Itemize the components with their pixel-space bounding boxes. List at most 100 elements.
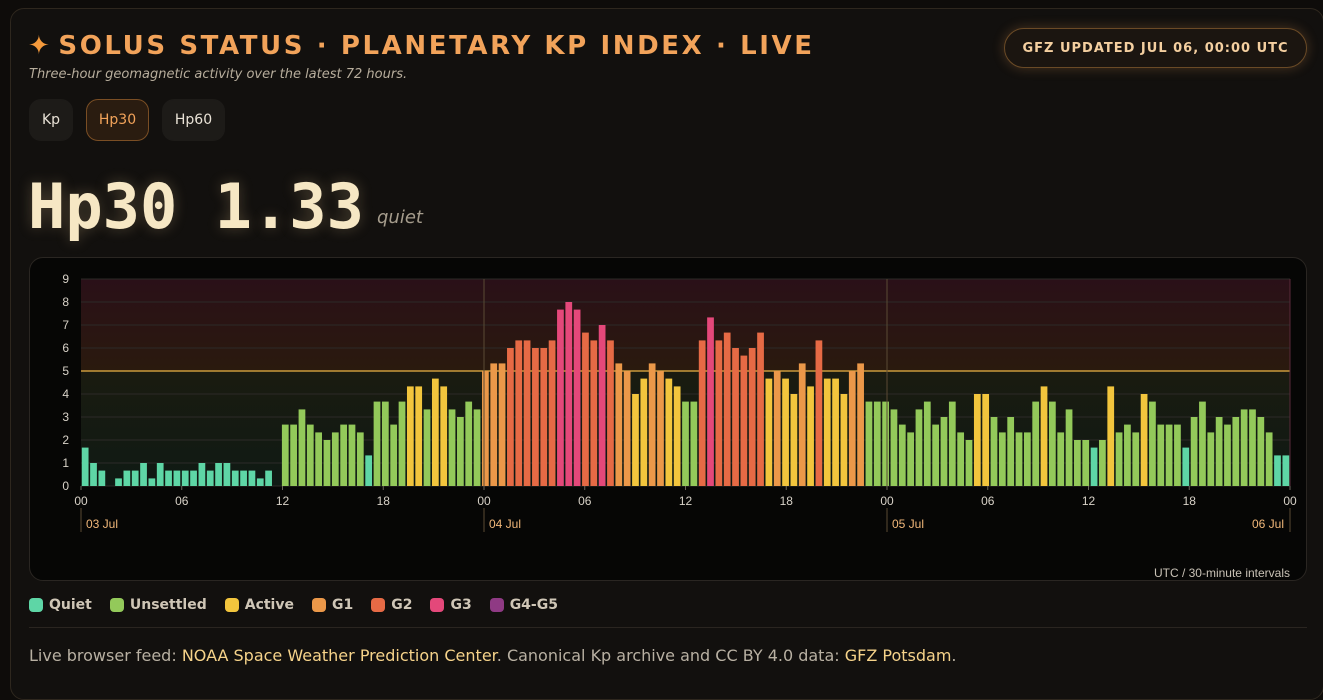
kp-bar bbox=[815, 340, 823, 486]
kp-bar bbox=[873, 401, 881, 486]
kp-bar bbox=[907, 432, 914, 486]
kp-bar bbox=[1249, 409, 1256, 486]
kp-bar bbox=[1140, 394, 1148, 486]
legend-swatch-active bbox=[224, 598, 239, 612]
footer-divider bbox=[29, 627, 1307, 628]
kp-bar bbox=[848, 371, 856, 486]
kp-bar bbox=[323, 440, 331, 486]
kp-bar bbox=[882, 401, 889, 486]
kp-bar bbox=[632, 394, 639, 486]
kp-bar bbox=[1115, 432, 1123, 486]
current-condition: quiet bbox=[377, 207, 423, 228]
kp-bar bbox=[1282, 455, 1290, 486]
y-tick-label: 8 bbox=[62, 295, 69, 309]
kp-bar bbox=[482, 371, 489, 486]
kp-bar bbox=[1207, 432, 1215, 486]
page-title-text: SOLUS STATUS · PLANETARY KP INDEX · LIVE bbox=[58, 31, 815, 61]
kp-bar bbox=[248, 470, 256, 486]
kp-bar bbox=[1157, 424, 1165, 486]
kp-bar bbox=[548, 340, 556, 486]
kp-bar bbox=[81, 447, 89, 486]
x-tick-label: 06 bbox=[578, 494, 592, 508]
sparkle-icon: ✦ bbox=[28, 31, 53, 61]
updated-badge: GFZ UPDATED JUL 06, 00:00 UTC bbox=[1004, 28, 1307, 68]
gfz-link[interactable]: GFZ Potsdam bbox=[844, 646, 952, 665]
kp-bar bbox=[565, 302, 573, 486]
kp-bar bbox=[1224, 424, 1231, 486]
kp-bar bbox=[798, 363, 806, 486]
legend-item-g1: G1 bbox=[311, 597, 353, 613]
x-tick-label: 12 bbox=[1082, 494, 1096, 508]
kp-bar bbox=[673, 386, 681, 486]
kp-bar bbox=[1174, 424, 1181, 486]
kp-bar bbox=[540, 348, 548, 486]
kp-bar bbox=[715, 340, 723, 486]
y-tick-label: 7 bbox=[62, 318, 69, 332]
y-tick-label: 5 bbox=[62, 364, 69, 378]
kp-bar bbox=[773, 371, 781, 486]
kp-bar bbox=[532, 348, 539, 486]
tab-kp[interactable]: Kp bbox=[29, 99, 73, 141]
kp-bar bbox=[290, 424, 297, 486]
kp-bar bbox=[982, 394, 990, 486]
kp-bar bbox=[790, 394, 798, 486]
legend-item-g3: G3 bbox=[430, 597, 472, 613]
kp-bar bbox=[406, 386, 414, 486]
legend-label: Unsettled bbox=[129, 597, 207, 613]
footer-middle: . Canonical Kp archive and CC BY 4.0 dat… bbox=[496, 646, 845, 665]
kp-bar bbox=[90, 463, 97, 486]
kp-bar bbox=[448, 409, 456, 486]
kp-bar bbox=[623, 371, 631, 486]
legend-item-quiet: Quiet bbox=[29, 597, 92, 613]
x-tick-label: 06 bbox=[175, 494, 189, 508]
kp-bar bbox=[615, 363, 623, 486]
legend-swatch-quiet bbox=[29, 598, 43, 612]
kp-bar bbox=[1074, 440, 1081, 486]
footer-credits: Live browser feed: NOAA Space Weather Pr… bbox=[29, 646, 957, 665]
kp-bar bbox=[148, 478, 156, 486]
kp-bar bbox=[607, 340, 614, 486]
footer-suffix: . bbox=[951, 646, 957, 665]
kp-bar bbox=[98, 470, 106, 486]
kp-bar bbox=[973, 394, 981, 486]
date-label: 04 Jul bbox=[489, 517, 521, 531]
kp-bar bbox=[398, 401, 406, 486]
tab-hp30[interactable]: Hp30 bbox=[86, 99, 149, 141]
kp-bar bbox=[690, 401, 698, 486]
kp-bar bbox=[840, 394, 848, 486]
kp-bar bbox=[265, 470, 272, 486]
kp-bar bbox=[948, 401, 956, 486]
kp-bar bbox=[765, 378, 773, 486]
kp-bar bbox=[698, 340, 706, 486]
kp-bar bbox=[123, 470, 131, 486]
legend-item-g2: G2 bbox=[371, 597, 412, 613]
tab-hp60[interactable]: Hp60 bbox=[162, 99, 225, 141]
date-label: 03 Jul bbox=[86, 517, 118, 531]
noaa-link[interactable]: NOAA Space Weather Prediction Center bbox=[181, 646, 497, 665]
legend-swatch-g1 bbox=[311, 598, 326, 612]
kp-bar bbox=[748, 348, 756, 486]
legend-label: G2 bbox=[391, 597, 413, 613]
kp-bar bbox=[1107, 386, 1115, 486]
kp-bar bbox=[757, 332, 764, 486]
kp-bar bbox=[1090, 447, 1098, 486]
kp-bar bbox=[782, 378, 789, 486]
kp-bar bbox=[723, 332, 731, 486]
kp-bar bbox=[1182, 447, 1190, 486]
page-title: ✦ SOLUS STATUS · PLANETARY KP INDEX · LIV… bbox=[28, 31, 815, 61]
kp-bar bbox=[640, 378, 648, 486]
kp-bar bbox=[507, 348, 514, 486]
kp-bar bbox=[156, 463, 164, 486]
kp-bar bbox=[573, 309, 581, 486]
kp-bar bbox=[223, 463, 231, 486]
y-tick-label: 2 bbox=[62, 433, 69, 447]
kp-bar bbox=[648, 363, 656, 486]
x-axis-caption: UTC / 30-minute intervals bbox=[1154, 566, 1290, 580]
legend-item-unsettled: Unsettled bbox=[109, 597, 207, 613]
kp-bar bbox=[915, 409, 923, 486]
kp-bar bbox=[131, 470, 139, 486]
x-tick-label: 00 bbox=[74, 494, 88, 508]
kp-bar bbox=[1007, 417, 1015, 486]
kp-bar bbox=[682, 401, 689, 486]
kp-chart: 0 1 2 3 4 5 6 7 8 9 00 06 12 18 00 06 12 18 00 06 12 18 00 03 J… bbox=[29, 257, 1307, 581]
